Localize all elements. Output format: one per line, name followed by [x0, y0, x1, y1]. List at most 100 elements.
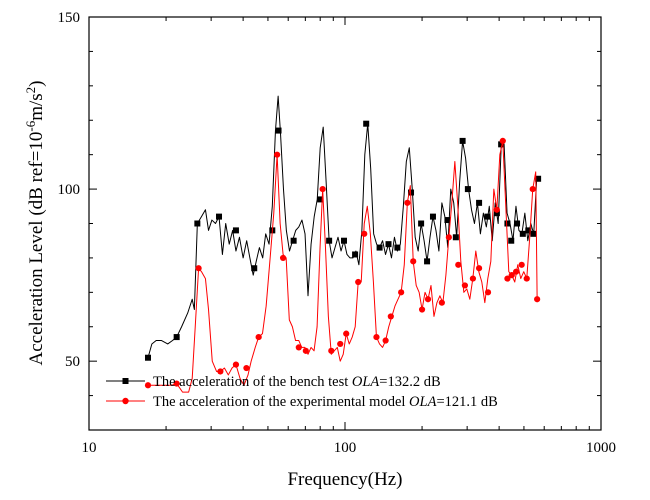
- series-experimental-model-point: [410, 258, 417, 265]
- series-experimental-model: [144, 137, 541, 393]
- legend-text-model-prefix: The acceleration of the experimental mod…: [153, 394, 409, 410]
- legend-marker-model: [122, 397, 129, 405]
- x-tick-label: 10: [82, 440, 97, 456]
- y-axis-title-exp1: -6: [23, 120, 38, 131]
- x-axis: 10 100 1000: [82, 17, 616, 456]
- series-experimental-model-point: [499, 137, 506, 144]
- series-bench-test-point: [144, 354, 151, 361]
- series-experimental-model-point: [302, 347, 309, 354]
- series-experimental-model-point: [508, 272, 515, 279]
- series-experimental-model-point: [217, 368, 224, 375]
- series-bench-test-point: [525, 227, 532, 234]
- y-axis-title-middle: m/s: [26, 93, 47, 120]
- series-bench-test-point: [519, 230, 526, 237]
- legend-text-model-italic: OLA: [409, 394, 437, 410]
- series-experimental-model-point: [484, 289, 492, 296]
- series-experimental-model-point: [504, 275, 511, 282]
- series-bench-test-point: [535, 175, 542, 182]
- plot-frame: [88, 16, 602, 431]
- series-bench-test-point: [508, 237, 515, 244]
- series-bench-test-point: [326, 237, 333, 244]
- series-experimental-model-point: [493, 206, 500, 213]
- legend-text-bench: The acceleration of the bench test OLA=1…: [153, 374, 441, 390]
- x-tick-label: 100: [334, 440, 357, 456]
- series-experimental-model-point: [243, 364, 250, 372]
- legend-text-bench-italic: OLA: [352, 374, 380, 390]
- series-bench-test-point: [459, 137, 466, 144]
- series-bench-test-point: [418, 220, 425, 227]
- series-bench-test-point: [514, 220, 521, 227]
- series-experimental-model-point: [534, 296, 541, 303]
- series-bench-test-point: [232, 227, 239, 234]
- legend-text-model: The acceleration of the experimental mod…: [153, 394, 498, 410]
- series-bench-test-point: [493, 210, 500, 217]
- series-experimental-model-point: [355, 278, 362, 286]
- series-bench-test-point: [464, 186, 471, 193]
- y-axis-title-suffix: ): [26, 81, 47, 87]
- series-bench-test-point: [363, 120, 370, 127]
- x-axis-title: Frequency(Hz): [287, 469, 402, 490]
- plot-area: [88, 16, 602, 431]
- series-experimental-model-point: [361, 230, 368, 237]
- series-experimental-model-point: [418, 306, 426, 313]
- series-bench-test-point: [385, 241, 392, 248]
- series-bench-test-point: [452, 234, 459, 241]
- series-bench-test-point: [424, 258, 431, 265]
- y-tick-label: 100: [58, 182, 81, 198]
- series-experimental-model-point: [144, 382, 152, 389]
- series-bench-test-point: [275, 127, 282, 134]
- series-experimental-model-point: [438, 299, 445, 306]
- series-experimental-model-point: [319, 185, 326, 193]
- series-bench-test-point: [251, 265, 258, 272]
- series-experimental-model-point: [387, 313, 394, 320]
- series-bench-test-point: [484, 213, 491, 220]
- y-axis-title-exp2: 2: [23, 87, 38, 94]
- series-experimental-model-point: [274, 151, 281, 158]
- series-bench-test-point: [504, 220, 511, 227]
- series-experimental-model-point: [455, 261, 462, 268]
- series-experimental-model-point: [424, 296, 432, 303]
- y-tick-label: 50: [65, 354, 80, 370]
- series-experimental-model-point: [404, 199, 411, 206]
- y-axis: 50 100 150: [58, 10, 601, 397]
- series-experimental-model-point: [232, 361, 240, 368]
- series-experimental-model-point: [373, 333, 380, 341]
- series-bench-test-point: [429, 213, 436, 220]
- series-bench-test-point: [173, 334, 180, 341]
- series-experimental-model-point: [279, 254, 287, 262]
- legend-text-bench-suffix: =132.2 dB: [379, 374, 440, 390]
- legend-entry-model: The acceleration of the experimental mod…: [106, 394, 498, 410]
- series-bench-test: [144, 95, 542, 361]
- series-experimental-model-point: [295, 344, 302, 351]
- series-experimental-model-point: [475, 265, 483, 272]
- legend-text-bench-prefix: The acceleration of the bench test: [153, 374, 352, 390]
- series-experimental-model-point: [398, 289, 405, 296]
- series-experimental-model-point: [337, 340, 344, 348]
- series-bench-test-point: [376, 244, 383, 251]
- series-experimental-model-point: [343, 330, 350, 337]
- series-bench-test-point: [290, 237, 297, 244]
- series-bench-test-point: [352, 251, 359, 258]
- series-bench-test-point: [216, 213, 223, 220]
- series-bench-test-point: [194, 220, 201, 227]
- series-experimental-model-point: [469, 275, 477, 282]
- legend-entry-bench: The acceleration of the bench test OLA=1…: [106, 374, 441, 390]
- legend-marker-bench: [122, 378, 129, 384]
- y-axis-title-prefix: Acceleration Level (dB ref=10: [26, 132, 47, 366]
- series-experimental-model-point: [518, 261, 525, 268]
- series-experimental-model-point: [445, 234, 452, 241]
- series-bench-test-point: [498, 141, 505, 148]
- series-layer: [144, 95, 542, 393]
- series-bench-test-point: [340, 237, 347, 244]
- y-axis-title: Acceleration Level (dB ref=10-6m/s2): [23, 81, 48, 366]
- series-bench-test-point: [317, 196, 324, 203]
- series-experimental-model-point: [513, 268, 520, 275]
- series-bench-test-point: [530, 230, 537, 237]
- legend-text-model-suffix: =121.1 dB: [436, 394, 497, 410]
- y-tick-label: 150: [58, 10, 81, 26]
- series-bench-test-point: [394, 244, 401, 251]
- series-bench-test-line: [147, 95, 538, 358]
- series-bench-test-point: [444, 217, 451, 224]
- series-bench-test-point: [476, 199, 483, 206]
